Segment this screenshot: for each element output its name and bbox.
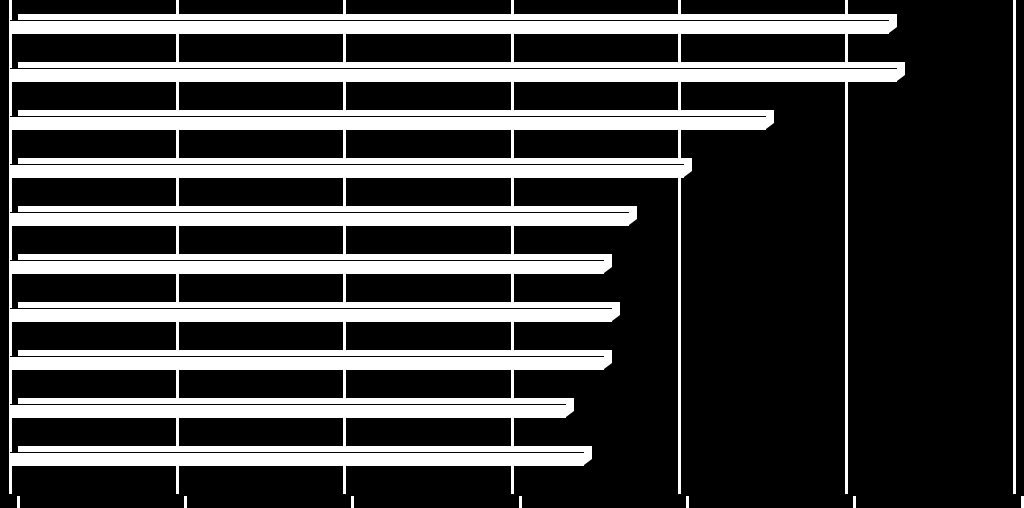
bar-end-cap xyxy=(604,254,612,274)
grid-tick xyxy=(686,496,689,508)
grid-tick xyxy=(184,496,187,508)
grid-tick xyxy=(1021,496,1024,508)
bar-front-face xyxy=(10,309,612,322)
bar-end-cap xyxy=(684,158,692,178)
bar-front-face xyxy=(10,69,897,82)
bar-front-face xyxy=(10,405,566,418)
grid-tick xyxy=(17,496,20,508)
bar xyxy=(10,446,592,466)
bar-end-cap xyxy=(604,350,612,370)
bar xyxy=(10,14,897,34)
bar-end-cap xyxy=(889,14,897,34)
bar xyxy=(10,206,637,226)
bar-end-cap xyxy=(629,206,637,226)
gridline xyxy=(1013,0,1016,494)
bar xyxy=(10,158,692,178)
bar-front-face xyxy=(10,213,629,226)
bar xyxy=(10,110,774,130)
grid-tick xyxy=(351,496,354,508)
bar-front-face xyxy=(10,21,889,34)
bar-front-face xyxy=(10,261,604,274)
bar-end-cap xyxy=(766,110,774,130)
grid-tick xyxy=(853,496,856,508)
bar-end-cap xyxy=(897,62,905,82)
bar xyxy=(10,62,905,82)
bar-end-cap xyxy=(584,446,592,466)
bar xyxy=(10,398,574,418)
bar-front-face xyxy=(10,117,766,130)
plot-area xyxy=(10,0,1014,508)
bar-end-cap xyxy=(566,398,574,418)
bar-front-face xyxy=(10,165,684,178)
bar-front-face xyxy=(10,453,584,466)
bar xyxy=(10,254,612,274)
bar xyxy=(10,302,620,322)
bar-front-face xyxy=(10,357,604,370)
bar xyxy=(10,350,612,370)
chart xyxy=(0,0,1024,508)
grid-tick xyxy=(519,496,522,508)
bar-end-cap xyxy=(612,302,620,322)
